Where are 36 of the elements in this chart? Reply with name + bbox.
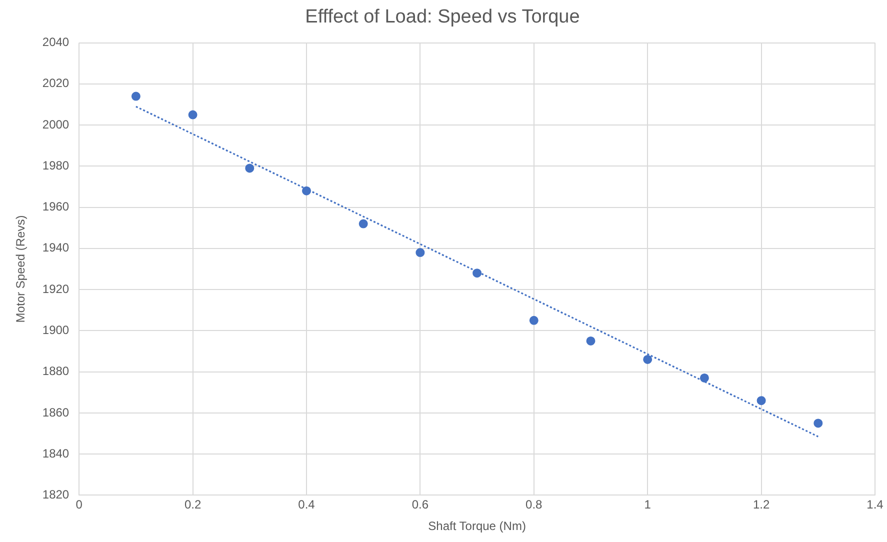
x-tick-label: 1 [644, 498, 652, 512]
x-tick-label: 1.4 [866, 498, 884, 512]
y-tick-label: 1940 [42, 240, 70, 255]
y-tick-label: 1900 [42, 323, 70, 338]
point [529, 316, 538, 325]
point [131, 92, 140, 101]
point [814, 418, 823, 428]
x-tick-label: 0.8 [526, 498, 543, 512]
point [188, 110, 198, 120]
x-tick-label: 0.2 [184, 498, 202, 512]
point [472, 268, 482, 278]
y-tick-label: 1880 [42, 364, 70, 378]
y-tick-label: 2000 [42, 117, 70, 132]
point [700, 373, 709, 382]
y-axis-title: Motor Speed (Revs) [14, 215, 28, 323]
x-tick-label: 1.2 [752, 498, 770, 512]
x-tick-label: 0.6 [412, 498, 429, 512]
y-tick-label: 2040 [42, 35, 70, 50]
point [756, 396, 766, 406]
y-tick-label: 1840 [42, 446, 70, 460]
y-tick-label: 1860 [42, 405, 70, 420]
y-tick-label: 2020 [42, 76, 70, 90]
point [643, 354, 652, 364]
y-tick-label: 1960 [42, 200, 70, 214]
x-tick-label: 0.4 [298, 498, 316, 512]
point [245, 164, 254, 173]
point [416, 248, 425, 258]
x-axis-title: Shaft Torque (Nm) [428, 519, 526, 534]
point [358, 219, 368, 228]
point [302, 186, 311, 196]
chart-title: Efffect of Load: Speed vs Torque [305, 6, 580, 28]
y-tick-label: 1980 [42, 158, 70, 172]
point [586, 336, 596, 346]
y-tick-label: 1920 [42, 282, 70, 296]
x-tick-label: 0 [76, 498, 83, 512]
y-tick-label: 1820 [42, 488, 70, 502]
